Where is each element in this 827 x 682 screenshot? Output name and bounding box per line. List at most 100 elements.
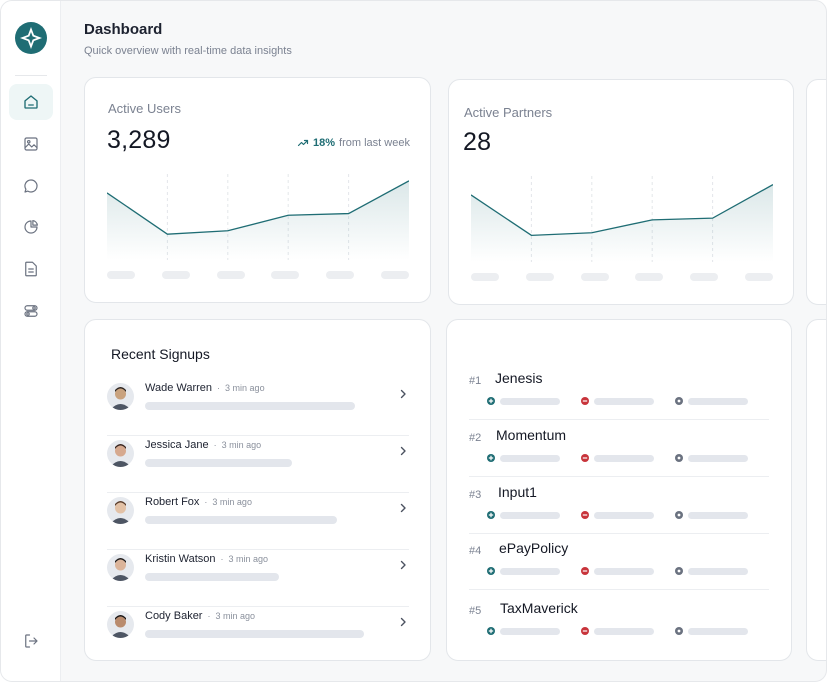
compass-star-logo[interactable] [15, 22, 47, 54]
stat-placeholder-bar [594, 627, 654, 635]
sidebar-item-settings[interactable] [9, 293, 53, 329]
toggle-settings-icon [24, 305, 38, 317]
row-divider [107, 606, 409, 607]
page-subtitle: Quick overview with real-time data insig… [84, 45, 292, 57]
axis-placeholder [216, 271, 245, 279]
axis-placeholder [380, 271, 409, 279]
signup-row[interactable]: Jessica Jane · 3 min ago [107, 434, 409, 490]
stat-placeholder-bar [500, 454, 560, 462]
active-partners-card[interactable]: Active Partners 28 [448, 79, 794, 305]
signup-time-text: 3 min ago [215, 611, 256, 621]
trend-up-icon [297, 139, 309, 147]
avatar [107, 611, 134, 638]
page-title: Dashboard [84, 21, 163, 38]
partner-row[interactable]: #2 Momentum [469, 427, 769, 477]
chevron-right-icon[interactable] [397, 502, 409, 514]
signup-name: Robert Fox · 3 min ago [145, 496, 252, 508]
row-divider [469, 476, 769, 477]
partner-rank: #5 [469, 605, 482, 617]
sidebar-item-documents[interactable] [9, 251, 53, 287]
signup-name: Wade Warren · 3 min ago [145, 382, 265, 394]
signup-row[interactable]: Cody Baker · 3 min ago [107, 605, 409, 661]
home-icon [24, 95, 38, 109]
axis-placeholder [326, 271, 355, 279]
chevron-right-icon[interactable] [397, 616, 409, 628]
signup-time: · 3 min ago [212, 383, 265, 393]
partner-name: ePayPolicy [499, 540, 569, 556]
circle-icon [675, 454, 683, 462]
pie-chart-icon [24, 220, 38, 234]
axis-placeholder [525, 273, 554, 281]
partner-rank: #1 [469, 375, 482, 387]
partner-stat-negative [581, 397, 654, 405]
stat-placeholder-bar [500, 511, 560, 519]
signup-name-text: Kristin Watson [145, 553, 216, 565]
chevron-right-icon[interactable] [397, 445, 409, 457]
partner-stat-neutral [675, 567, 748, 575]
chat-icon [24, 179, 38, 193]
circle-icon [675, 397, 683, 405]
chevron-right-icon[interactable] [397, 559, 409, 571]
row-divider [107, 492, 409, 493]
partner-stat-negative [581, 511, 654, 519]
plus-icon [487, 511, 495, 519]
stat-placeholder-bar [500, 397, 560, 405]
trend-percent: 18% [313, 137, 336, 149]
circle-icon [675, 511, 683, 519]
partner-row[interactable]: #5 TaxMaverick [469, 600, 769, 650]
partner-row[interactable]: #4 ePayPolicy [469, 540, 769, 590]
signup-time: · 3 min ago [215, 554, 269, 564]
axis-placeholder [690, 273, 719, 281]
partner-name: Momentum [496, 427, 567, 443]
signup-placeholder-bar [145, 630, 364, 638]
axis-placeholder [635, 273, 664, 281]
image-icon [24, 137, 38, 151]
sidebar-item-home[interactable] [9, 84, 53, 120]
row-divider [469, 533, 769, 534]
active-users-sparkline [107, 174, 409, 260]
partner-stat-neutral [675, 627, 748, 635]
sidebar-item-messages[interactable] [9, 168, 53, 204]
row-divider [107, 435, 409, 436]
sidebar-item-images[interactable] [9, 126, 53, 162]
active-users-trend: 18% from last week [297, 137, 410, 149]
active-users-value: 3,289 [107, 126, 171, 154]
axis-placeholder [107, 271, 135, 279]
stat-placeholder-bar [594, 511, 654, 519]
partner-row[interactable]: #1 Jenesis [469, 370, 769, 420]
logout-button[interactable] [9, 623, 53, 659]
signup-row[interactable]: Kristin Watson · 3 min ago [107, 548, 409, 604]
recent-signups-title: Recent Signups [111, 346, 210, 362]
chevron-right-icon[interactable] [397, 388, 409, 400]
partner-stat-positive [487, 454, 560, 462]
sparkline-area [107, 180, 409, 260]
partner-row[interactable]: #3 Input1 [469, 484, 769, 534]
partner-stat-negative [581, 567, 654, 575]
signup-time: · 3 min ago [208, 440, 262, 450]
circle-icon [675, 567, 683, 575]
avatar [107, 440, 134, 467]
partner-rank: #2 [469, 432, 482, 444]
sidebar-divider [15, 75, 47, 76]
signup-time-text: 3 min ago [228, 554, 269, 564]
partner-rank: #4 [469, 545, 482, 557]
partner-stat-neutral [675, 511, 748, 519]
signup-time-text: 3 min ago [225, 383, 265, 393]
avatar [107, 554, 134, 581]
active-users-card[interactable]: Active Users 3,289 18% from last week [84, 77, 431, 303]
sidebar-item-analytics[interactable] [9, 209, 53, 245]
signup-name: Jessica Jane · 3 min ago [145, 439, 261, 451]
stat-placeholder-bar [594, 397, 654, 405]
signup-row[interactable]: Wade Warren · 3 min ago [107, 377, 409, 433]
partner-stat-negative [581, 627, 654, 635]
active-users-label: Active Users [108, 101, 181, 116]
signup-row[interactable]: Robert Fox · 3 min ago [107, 491, 409, 547]
partner-name: TaxMaverick [500, 600, 578, 616]
signup-placeholder-bar [145, 516, 337, 524]
plus-icon [487, 454, 495, 462]
row-divider [469, 589, 769, 590]
metric-card-partial [806, 79, 826, 305]
active-partners-sparkline [471, 176, 773, 262]
active-users-axis [107, 271, 409, 279]
